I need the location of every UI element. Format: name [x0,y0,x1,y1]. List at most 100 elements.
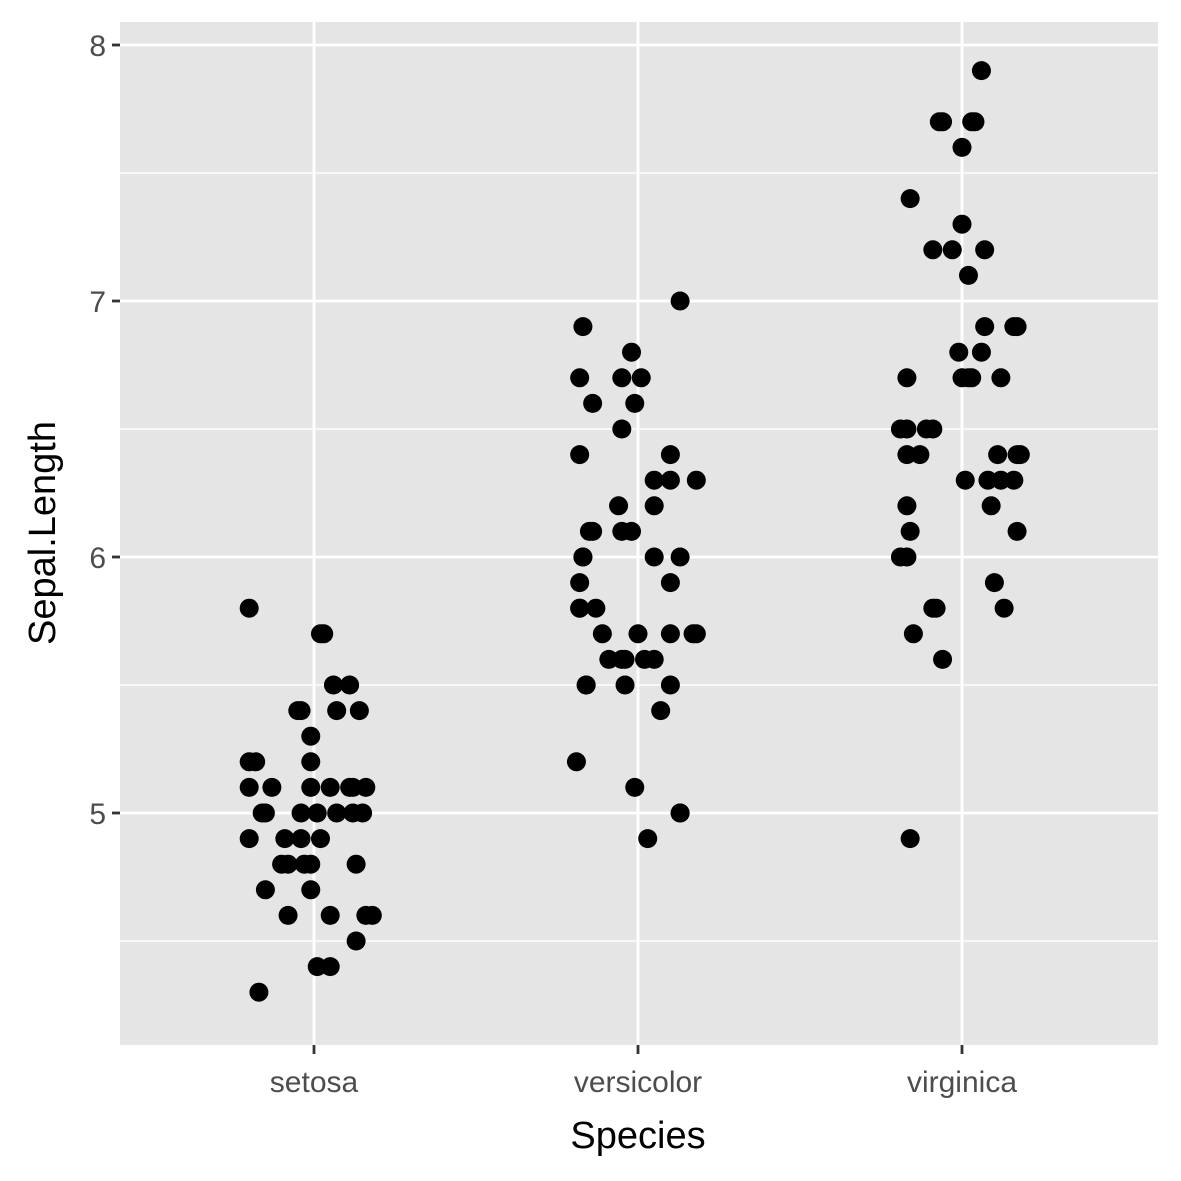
data-point-virginica [900,521,920,541]
data-point-virginica [897,368,917,388]
data-point-versicolor [651,701,671,721]
data-point-virginica [949,342,969,362]
data-point-versicolor [583,521,603,541]
y-axis-title: Sepal.Length [22,421,64,645]
data-point-setosa [239,598,259,618]
data-point-virginica [952,214,972,234]
y-tick-label: 7 [89,286,106,319]
data-points [239,61,1030,1002]
data-point-versicolor [612,368,632,388]
data-point-virginica [1007,317,1027,337]
y-tick-label: 8 [89,30,106,63]
data-point-virginica [975,317,995,337]
data-point-virginica [923,598,943,618]
data-point-virginica [1010,445,1030,465]
data-point-virginica [958,265,978,285]
data-point-virginica [942,240,962,260]
data-point-versicolor [670,291,690,311]
data-point-versicolor [599,649,619,669]
x-tick-label: setosa [270,1066,359,1099]
data-point-virginica [897,547,917,567]
data-point-virginica [910,445,930,465]
data-point-versicolor [583,393,603,413]
data-point-versicolor [612,419,632,439]
data-point-setosa [301,777,321,797]
data-point-versicolor [644,496,664,516]
data-point-versicolor [573,317,593,337]
data-point-setosa [349,701,369,721]
data-point-versicolor [660,445,680,465]
data-point-versicolor [625,393,645,413]
data-point-versicolor [615,675,635,695]
data-point-setosa [327,701,347,721]
data-point-virginica [991,470,1011,490]
data-point-virginica [903,624,923,644]
data-point-setosa [356,777,376,797]
x-axis-title: Species [570,1115,705,1157]
data-point-virginica [984,573,1004,593]
data-point-setosa [255,803,275,823]
data-point-setosa [278,854,298,874]
data-point-setosa [239,777,259,797]
data-point-setosa [314,624,334,644]
data-point-versicolor [644,470,664,490]
data-point-virginica [991,368,1011,388]
x-tick-label: virginica [907,1066,1017,1099]
data-point-versicolor [638,829,658,849]
data-point-virginica [900,829,920,849]
data-point-virginica [958,368,978,388]
data-point-setosa [320,777,340,797]
data-point-versicolor [566,752,586,772]
data-point-versicolor [586,598,606,618]
data-point-virginica [971,61,991,81]
x-tick-label: versicolor [574,1066,702,1099]
data-point-setosa [291,701,311,721]
data-point-versicolor [628,624,648,644]
data-point-setosa [346,854,366,874]
data-point-setosa [323,675,343,695]
data-point-virginica [933,649,953,669]
data-point-versicolor [625,777,645,797]
data-point-virginica [900,189,920,209]
data-point-setosa [346,931,366,951]
data-point-setosa [301,726,321,746]
data-point-versicolor [570,445,590,465]
data-point-versicolor [615,649,635,669]
data-point-virginica [971,342,991,362]
data-point-virginica [923,240,943,260]
data-point-virginica [1007,521,1027,541]
data-point-setosa [353,803,373,823]
data-point-versicolor [644,547,664,567]
data-point-setosa [262,777,282,797]
data-point-versicolor [660,675,680,695]
data-point-versicolor [631,368,651,388]
data-point-versicolor [670,547,690,567]
data-point-setosa [301,880,321,900]
data-point-virginica [952,137,972,157]
data-point-versicolor [660,573,680,593]
data-point-setosa [275,829,295,849]
data-point-setosa [340,777,360,797]
data-point-setosa [307,803,327,823]
data-point-virginica [975,240,995,260]
data-point-virginica [965,112,985,132]
data-point-virginica [897,419,917,439]
data-point-setosa [362,905,382,925]
data-point-versicolor [660,624,680,644]
data-point-setosa [310,829,330,849]
data-point-versicolor [592,624,612,644]
y-tick-label: 6 [89,542,106,575]
data-point-virginica [923,419,943,439]
data-point-virginica [988,445,1008,465]
data-point-versicolor [634,649,654,669]
data-point-setosa [327,803,347,823]
data-point-setosa [291,803,311,823]
data-point-versicolor [612,521,632,541]
data-point-versicolor [686,624,706,644]
data-point-setosa [320,905,340,925]
data-point-versicolor [609,496,629,516]
data-point-setosa [340,675,360,695]
data-point-virginica [933,112,953,132]
data-point-virginica [955,470,975,490]
